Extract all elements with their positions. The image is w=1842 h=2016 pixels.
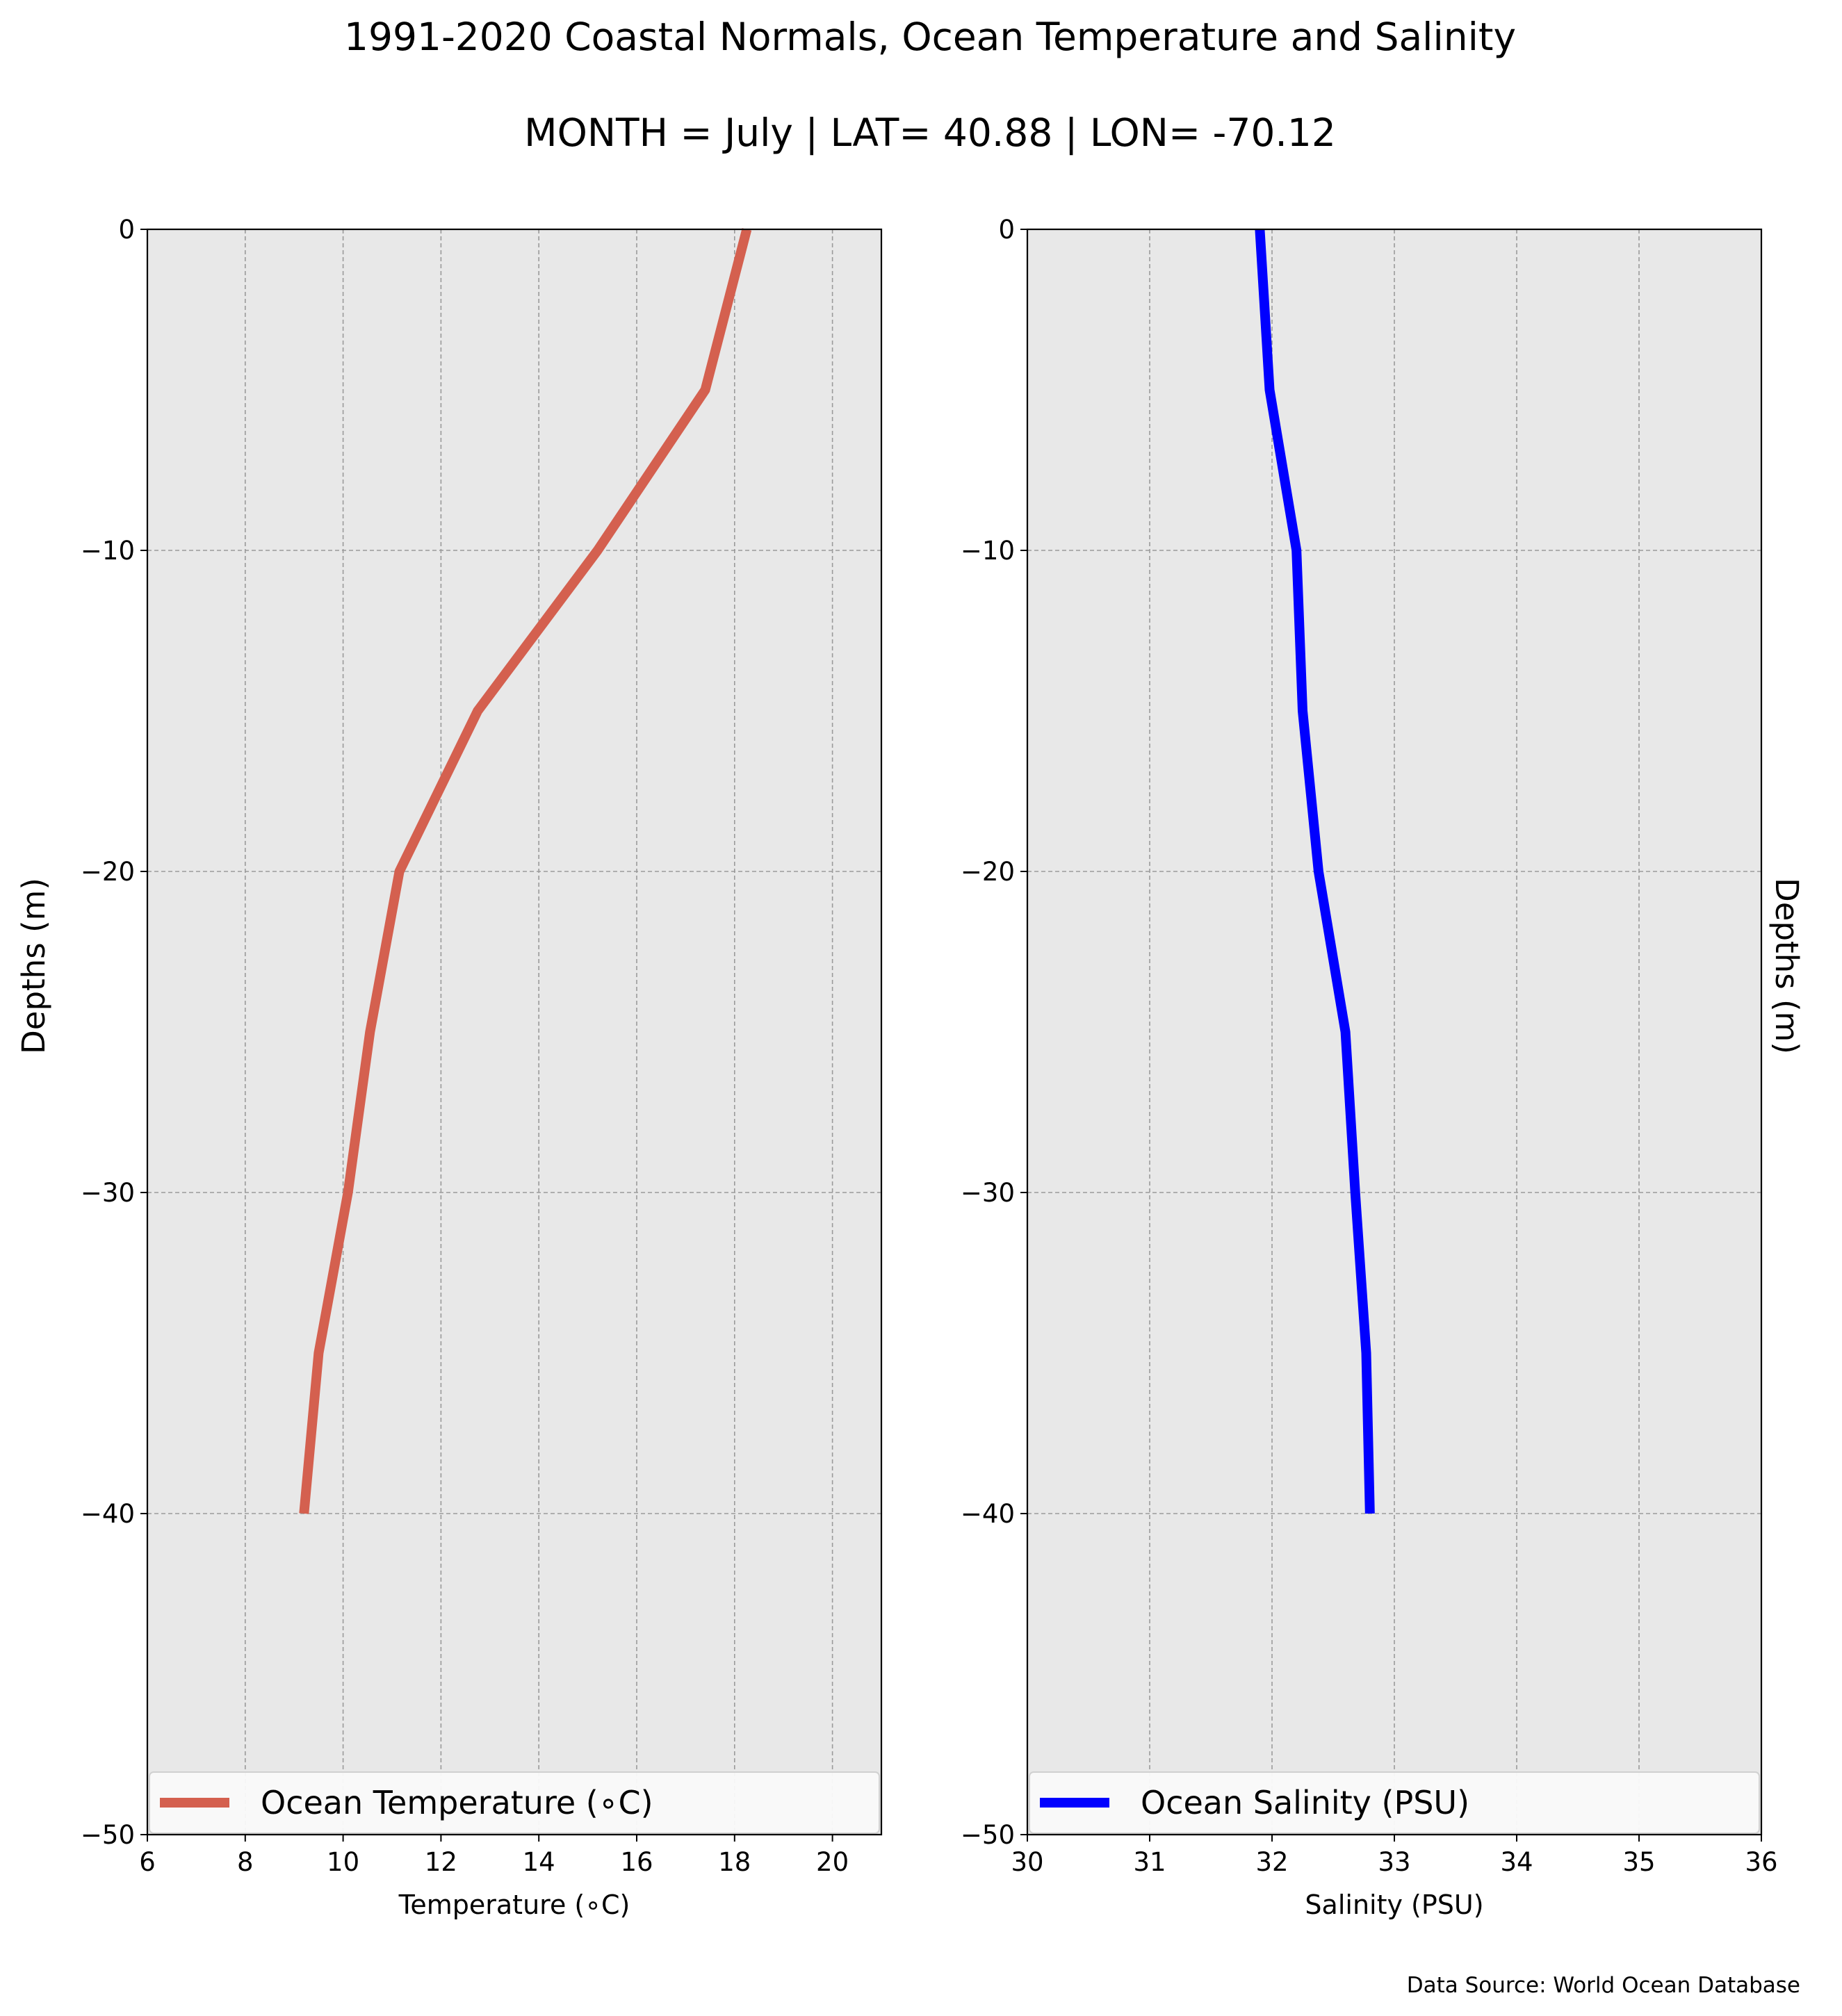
temperature-x-axis-label: Temperature (∘C) (398, 1890, 630, 1920)
temperature-x-tick-label: 6 (139, 1847, 156, 1877)
temperature-y-tick-label: −10 (81, 536, 135, 566)
salinity-x-tick-label: 30 (1011, 1847, 1043, 1877)
salinity-y-tick-label: 0 (998, 215, 1015, 245)
temperature-panel: Ocean Temperature (∘C) 6 8 10 12 14 16 18 20 0 −10… (81, 215, 883, 1920)
temperature-x-tick-label: 8 (237, 1847, 254, 1877)
salinity-x-axis-label: Salinity (PSU) (1305, 1890, 1483, 1920)
temperature-legend-label: Ocean Temperature (∘C) (261, 1784, 653, 1821)
chart-title: 1991-2020 Coastal Normals, Ocean Tempera… (344, 15, 1516, 59)
salinity-legend-box (1029, 1771, 1760, 1834)
right-y-axis-label: Depths (m) (1768, 878, 1805, 1054)
temperature-y-tick-label: 0 (118, 215, 135, 245)
salinity-x-tick-label: 32 (1255, 1847, 1288, 1877)
temperature-x-tick-label: 14 (523, 1847, 555, 1877)
salinity-x-tick-label: 35 (1622, 1847, 1655, 1877)
salinity-x-tick-label: 31 (1133, 1847, 1166, 1877)
temperature-plot-area (147, 229, 881, 1835)
temperature-y-tick-label: −30 (81, 1178, 135, 1208)
salinity-x-tick-label: 33 (1378, 1847, 1410, 1877)
temperature-y-tick-label: −40 (81, 1499, 135, 1529)
salinity-x-tick-label: 34 (1500, 1847, 1533, 1877)
temperature-axes-frame (146, 228, 883, 1836)
data-source-note: Data Source: World Ocean Database (1407, 1973, 1800, 1998)
temperature-legend-box (149, 1771, 880, 1834)
chart-subtitle: MONTH = July | LAT= 40.88 | LON= -70.12 (524, 110, 1336, 156)
left-y-axis-label: Depths (m) (15, 878, 52, 1054)
salinity-y-tick-label: −40 (961, 1499, 1015, 1529)
temperature-legend: Ocean Temperature (∘C) (149, 1771, 880, 1834)
salinity-y-tick-label: −30 (961, 1178, 1015, 1208)
salinity-legend: Ocean Salinity (PSU) (1029, 1771, 1760, 1834)
temperature-x-tick-label: 18 (718, 1847, 751, 1877)
salinity-y-tick-label: −20 (961, 857, 1015, 887)
temperature-x-tick-label: 16 (620, 1847, 653, 1877)
salinity-y-tick-label: −50 (961, 1820, 1015, 1850)
temperature-x-tick-label: 10 (327, 1847, 359, 1877)
temperature-x-tick-label: 20 (816, 1847, 849, 1877)
temperature-x-tick-label: 12 (425, 1847, 457, 1877)
salinity-x-tick-label: 36 (1745, 1847, 1777, 1877)
salinity-legend-label: Ocean Salinity (PSU) (1141, 1784, 1469, 1821)
temperature-y-tick-label: −50 (81, 1820, 135, 1850)
salinity-panel: Ocean Salinity (PSU) 30 31 32 33 34 35 36 0 −10 −2… (961, 215, 1778, 1920)
temperature-y-tick-label: −20 (81, 857, 135, 887)
salinity-y-tick-label: −10 (961, 536, 1015, 566)
